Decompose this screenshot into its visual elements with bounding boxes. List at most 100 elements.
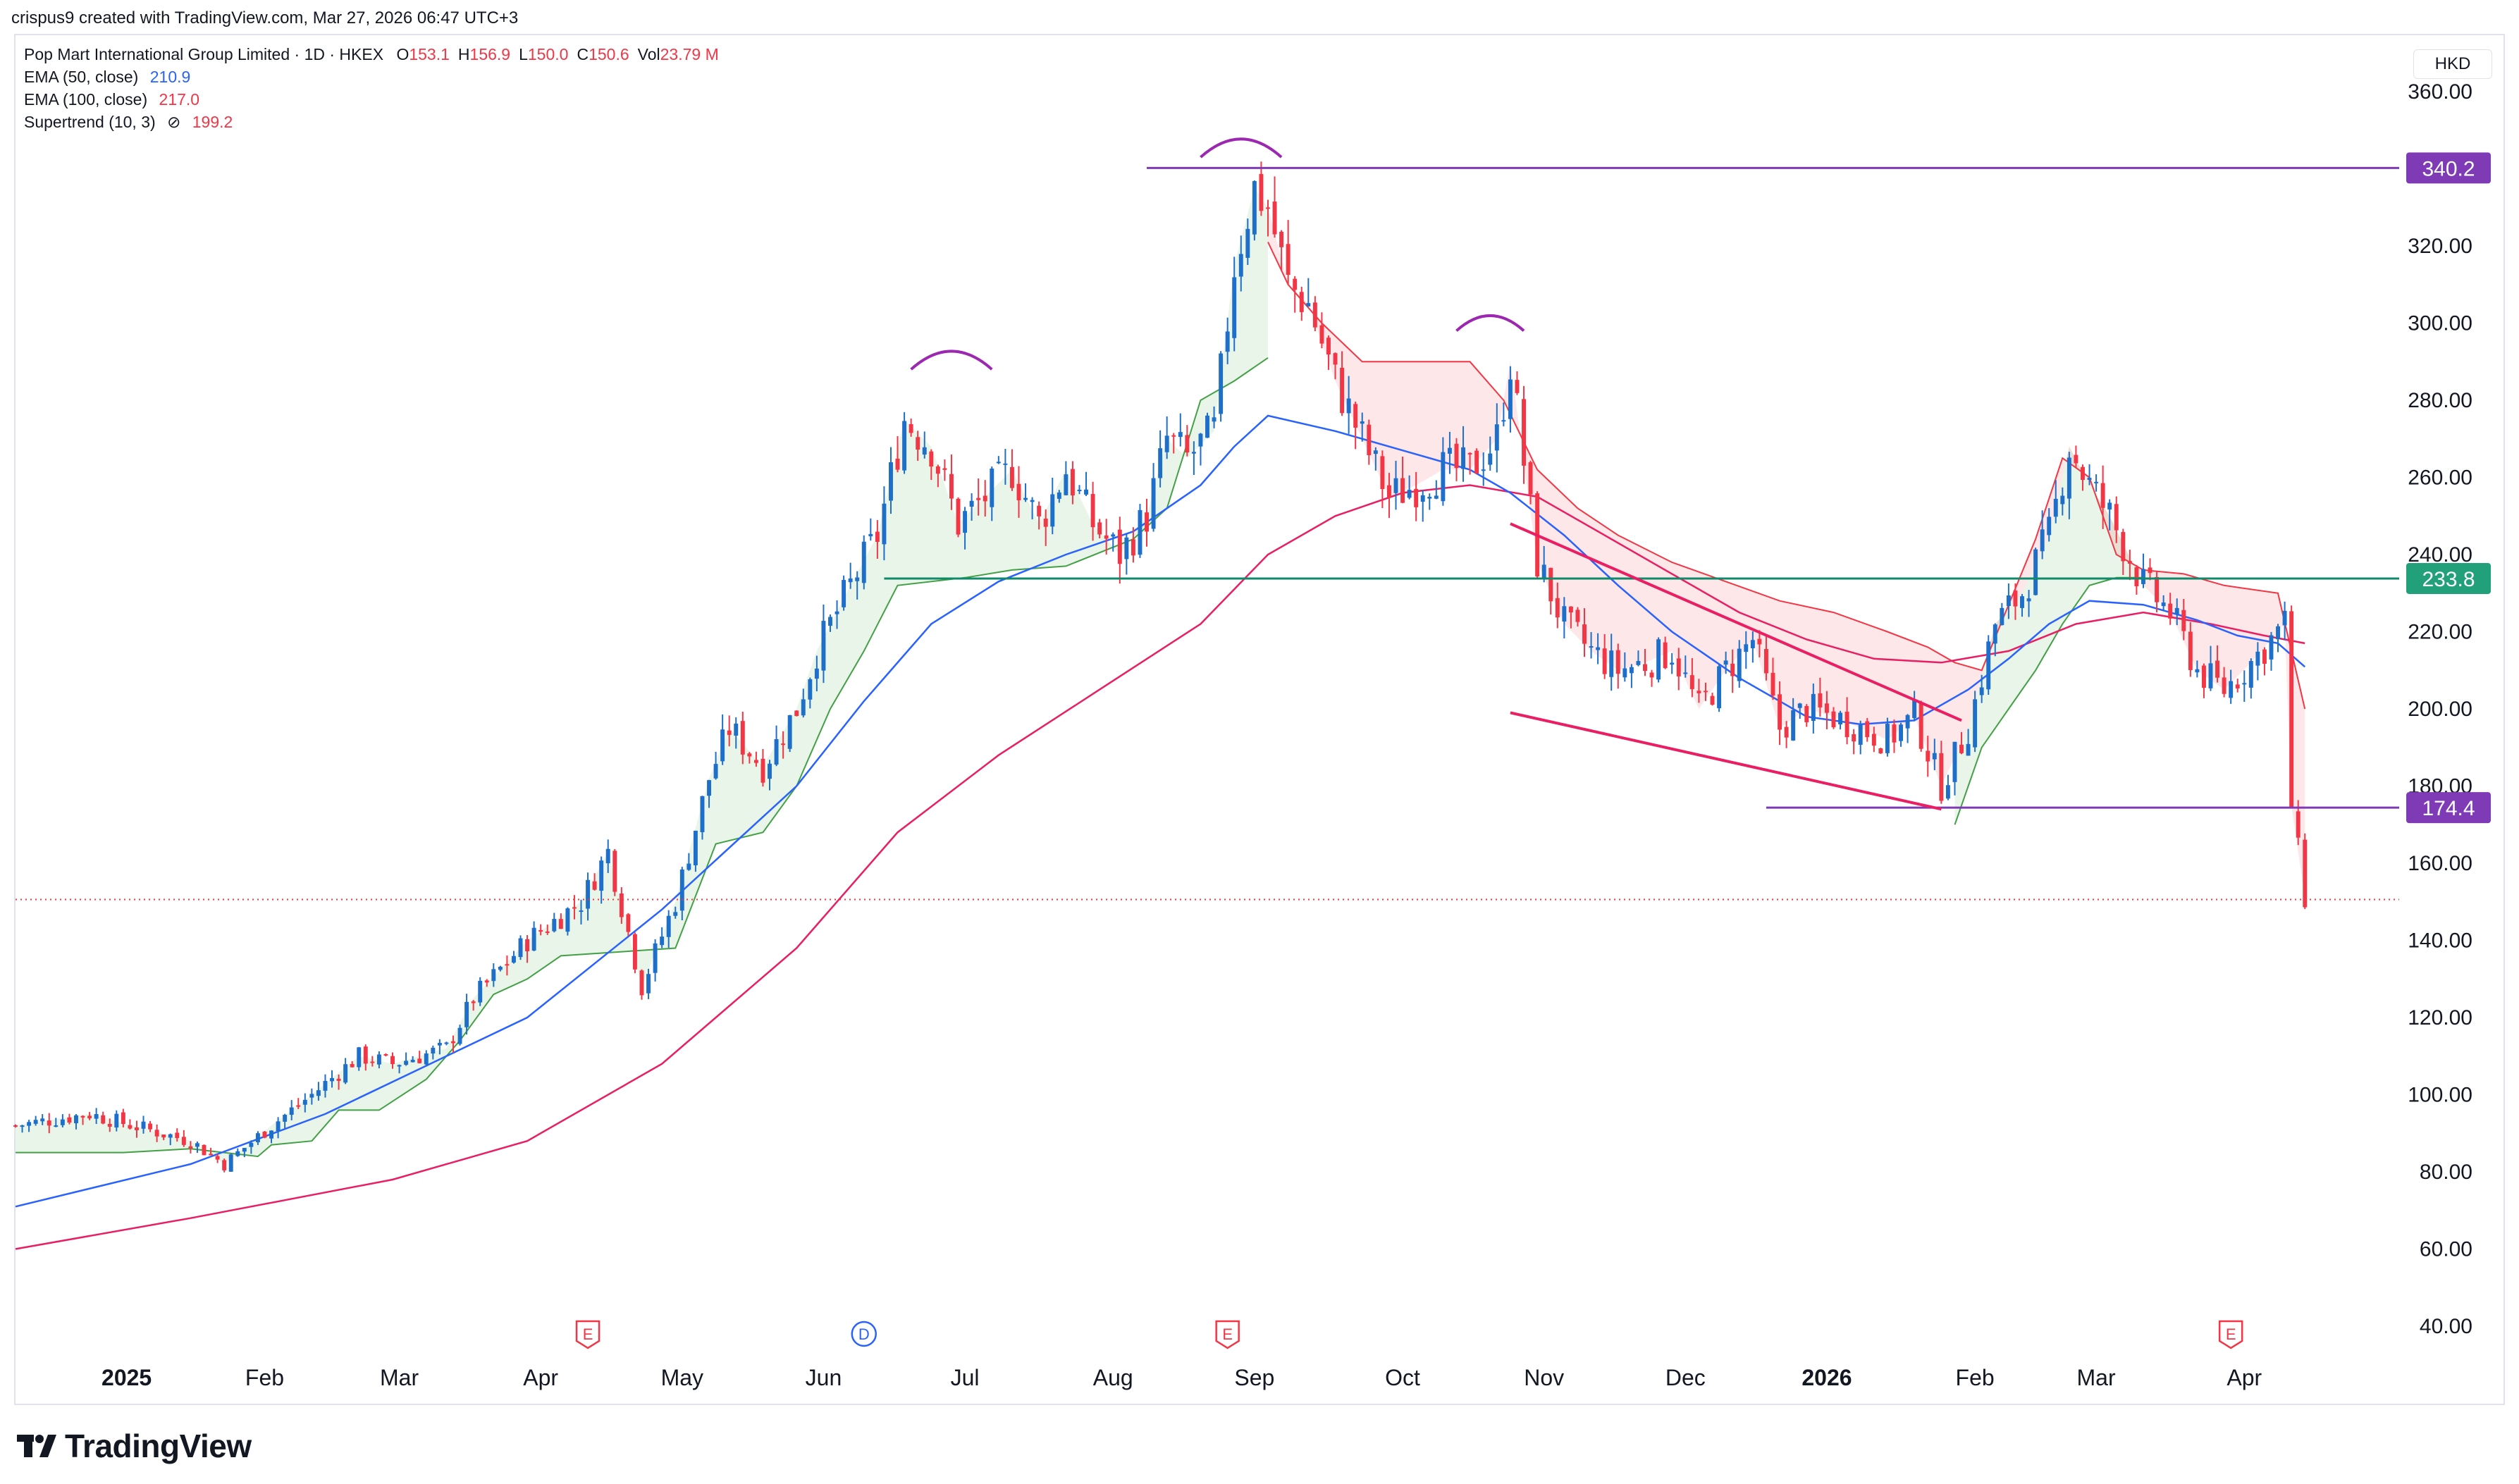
candle-body[interactable] — [1467, 452, 1472, 455]
candle-body[interactable] — [1528, 462, 1533, 495]
candle-body[interactable] — [2188, 631, 2193, 670]
candle-body[interactable] — [1609, 650, 1614, 677]
candle-body[interactable] — [760, 758, 765, 783]
candle-body[interactable] — [753, 760, 758, 763]
candle-body[interactable] — [1737, 648, 1742, 681]
candle-body[interactable] — [1212, 417, 1217, 422]
candle-body[interactable] — [1023, 497, 1028, 500]
earnings-marker-icon[interactable] — [1215, 1320, 1240, 1349]
candle-body[interactable] — [2060, 495, 2065, 505]
candle-body[interactable] — [181, 1137, 186, 1145]
candle-body[interactable] — [834, 611, 839, 614]
candle-body[interactable] — [2201, 665, 2206, 688]
candle-body[interactable] — [1865, 721, 1870, 738]
candle-body[interactable] — [1077, 489, 1082, 491]
candle-body[interactable] — [390, 1056, 395, 1065]
candle-body[interactable] — [451, 1041, 455, 1044]
candle-body[interactable] — [1070, 469, 1075, 496]
candle-body[interactable] — [40, 1118, 45, 1122]
candle-body[interactable] — [1932, 753, 1937, 760]
candle-body[interactable] — [619, 893, 624, 917]
candle-body[interactable] — [713, 764, 718, 779]
candle-body[interactable] — [808, 679, 813, 700]
candle-body[interactable] — [545, 931, 550, 933]
candle-body[interactable] — [101, 1115, 106, 1124]
candle-body[interactable] — [963, 511, 968, 533]
candle-body[interactable] — [538, 929, 543, 932]
candle-body[interactable] — [2296, 811, 2301, 838]
candle-body[interactable] — [727, 730, 732, 735]
candle-body[interactable] — [484, 980, 489, 983]
candle-body[interactable] — [1057, 492, 1061, 499]
candle-body[interactable] — [868, 533, 873, 537]
candle-body[interactable] — [498, 966, 503, 970]
candle-body[interactable] — [579, 910, 584, 913]
candle-body[interactable] — [1252, 181, 1257, 235]
candle-body[interactable] — [1138, 509, 1143, 555]
candle-body[interactable] — [2033, 549, 2038, 595]
candle-body[interactable] — [397, 1065, 402, 1067]
candle-body[interactable] — [1939, 753, 1944, 801]
candle-body[interactable] — [94, 1114, 99, 1119]
candle-body[interactable] — [296, 1105, 301, 1107]
candle-body[interactable] — [1831, 711, 1836, 728]
candle-body[interactable] — [1151, 478, 1156, 529]
candle-body[interactable] — [289, 1107, 294, 1115]
candle-body[interactable] — [1811, 693, 1816, 721]
candle-body[interactable] — [875, 531, 880, 542]
candle-body[interactable] — [1340, 367, 1345, 414]
candle-body[interactable] — [1286, 244, 1291, 276]
candle-body[interactable] — [1414, 488, 1419, 507]
candle-body[interactable] — [255, 1133, 260, 1142]
candle-body[interactable] — [1312, 302, 1317, 328]
candle-body[interactable] — [1481, 469, 1486, 471]
candle-body[interactable] — [531, 927, 536, 951]
legend-ema100[interactable]: EMA (100, close) 217.0 — [24, 90, 199, 109]
candle-body[interactable] — [1003, 463, 1008, 465]
candle-body[interactable] — [323, 1080, 328, 1091]
candle-body[interactable] — [787, 715, 792, 749]
candle-body[interactable] — [990, 468, 994, 507]
candle-body[interactable] — [1589, 646, 1594, 648]
candle-body[interactable] — [1319, 325, 1324, 344]
candle-body[interactable] — [2262, 649, 2267, 664]
candle-body[interactable] — [1704, 691, 1708, 693]
candle-body[interactable] — [653, 943, 658, 973]
candle-body[interactable] — [828, 617, 832, 626]
candle-body[interactable] — [740, 721, 745, 755]
candle-body[interactable] — [1245, 228, 1250, 258]
candle-body[interactable] — [330, 1077, 334, 1082]
candle-body[interactable] — [1090, 494, 1095, 528]
candle-body[interactable] — [1993, 624, 1997, 644]
candle-body[interactable] — [1360, 421, 1365, 424]
candle-body[interactable] — [1104, 535, 1109, 539]
candle-body[interactable] — [1494, 424, 1499, 451]
candle-body[interactable] — [1447, 447, 1452, 454]
candle-body[interactable] — [821, 621, 826, 671]
candle-body[interactable] — [2026, 598, 2031, 602]
candle-body[interactable] — [1461, 447, 1466, 469]
candle-body[interactable] — [235, 1151, 240, 1156]
candle-body[interactable] — [309, 1094, 314, 1098]
candle-body[interactable] — [2168, 603, 2173, 619]
candle-body[interactable] — [114, 1113, 119, 1128]
legend-ema50[interactable]: EMA (50, close) 210.9 — [24, 68, 190, 87]
ema100-line[interactable] — [15, 484, 2305, 1250]
candle-body[interactable] — [1367, 424, 1372, 455]
candle-body[interactable] — [1892, 724, 1897, 743]
candle-body[interactable] — [1501, 420, 1506, 422]
candle-body[interactable] — [1689, 675, 1694, 689]
candle-body[interactable] — [1636, 661, 1641, 665]
candle-body[interactable] — [1670, 662, 1675, 665]
dividend-marker-icon[interactable] — [851, 1321, 877, 1347]
candle-body[interactable] — [2040, 529, 2045, 552]
candle-body[interactable] — [1763, 649, 1768, 674]
candle-body[interactable] — [525, 939, 530, 951]
candle-body[interactable] — [1643, 664, 1647, 672]
candle-body[interactable] — [1622, 668, 1627, 678]
candle-body[interactable] — [1791, 710, 1796, 741]
candle-body[interactable] — [660, 936, 665, 946]
candle-body[interactable] — [1710, 695, 1715, 705]
candle-body[interactable] — [586, 879, 591, 909]
